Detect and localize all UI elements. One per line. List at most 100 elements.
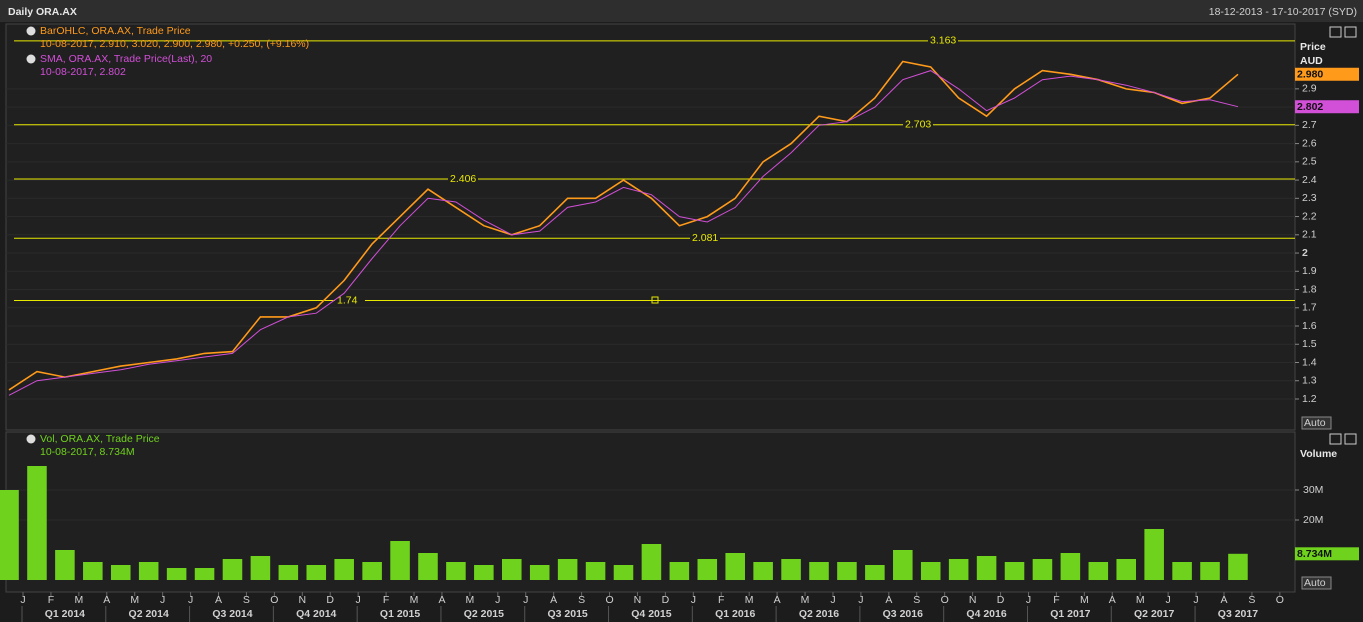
y-tick-label: 1.7 [1302, 302, 1317, 314]
y-tick-label: 1.5 [1302, 338, 1317, 350]
quarter-label: Q3 2016 [883, 608, 923, 620]
legend-icon [26, 54, 36, 64]
y-tick-label: 1.2 [1302, 393, 1317, 405]
quarter-label: Q2 2016 [799, 608, 839, 620]
volume-bar [446, 562, 466, 580]
quarter-label: Q1 2014 [45, 608, 85, 620]
volume-bar [753, 562, 773, 580]
volume-bar [222, 559, 243, 580]
close-button[interactable] [1344, 433, 1357, 445]
volume-bar [418, 553, 438, 580]
y-tick-label: 2.2 [1302, 210, 1317, 222]
month-label: F [383, 594, 389, 606]
volume-bar [1004, 562, 1025, 580]
value-badge-label: 2.980 [1297, 69, 1323, 81]
legend-icon [26, 434, 36, 444]
quarter-label: Q1 2016 [715, 608, 755, 620]
month-label: J [691, 594, 696, 606]
y-tick-label: 2.1 [1302, 229, 1317, 241]
volume-bar [948, 559, 969, 580]
value-badge [1295, 67, 1359, 81]
month-label: J [1026, 594, 1031, 606]
level-label: 2.406 [450, 173, 476, 185]
month-label: S [243, 594, 250, 606]
month-label: J [356, 594, 361, 606]
auto-scale-button[interactable] [1301, 416, 1332, 430]
volume-bar [501, 559, 522, 580]
y-tick-label: 20M [1303, 514, 1323, 526]
y-tick-label: 2.5 [1302, 156, 1317, 168]
month-label: M [130, 594, 139, 606]
quarter-label: Q3 2014 [212, 608, 252, 620]
month-label: M [1080, 594, 1089, 606]
month-label: D [662, 594, 670, 606]
legend-name: SMA, ORA.AX, Trade Price(Last), 20 [40, 53, 212, 65]
month-label: F [718, 594, 724, 606]
month-label: A [1220, 594, 1227, 606]
level-label-bg [690, 232, 720, 245]
volume-bar [809, 562, 829, 580]
month-label: M [466, 594, 475, 606]
volume-bar [585, 562, 606, 580]
month-label: J [20, 594, 25, 606]
quarter-label: Q3 2015 [547, 608, 587, 620]
y-axis-title: Price [1300, 41, 1326, 53]
month-label: J [1166, 594, 1171, 606]
month-label: S [578, 594, 585, 606]
legend-icon [26, 26, 36, 36]
volume-bar [781, 559, 801, 580]
quarter-label: Q3 2017 [1218, 608, 1258, 620]
volume-bar [278, 565, 299, 580]
legend-detail: 10-08-2017, 2.802 [40, 66, 126, 78]
y-tick-label: 30M [1303, 484, 1323, 496]
quarter-label: Q2 2014 [129, 608, 169, 620]
volume-bar [725, 553, 745, 580]
restore-button[interactable] [1329, 26, 1342, 38]
volume-bar [1228, 553, 1248, 580]
title-bar [0, 0, 1363, 22]
month-label: S [913, 594, 920, 606]
volume-bar [390, 541, 410, 580]
y-tick-label: 1.8 [1302, 283, 1317, 295]
quarter-label: Q1 2015 [380, 608, 420, 620]
volume-bar [166, 568, 187, 580]
level-label: 1.74 [337, 294, 358, 306]
month-label: A [774, 594, 781, 606]
volume-bar [976, 556, 997, 580]
volume-bar [557, 559, 578, 580]
month-label: J [495, 594, 500, 606]
volume-bar [55, 550, 75, 580]
month-label: D [326, 594, 334, 606]
month-label: S [1248, 594, 1255, 606]
month-label: F [48, 594, 54, 606]
level-label: 2.703 [905, 119, 931, 131]
price-line [8, 60, 1239, 391]
sma-line [8, 70, 1239, 396]
close-button[interactable] [1344, 26, 1357, 38]
volume-bar [194, 568, 215, 580]
month-label: A [215, 594, 222, 606]
legend-detail: 10-08-2017, 8.734M [40, 446, 135, 458]
restore-button[interactable] [1329, 433, 1342, 445]
level-label: 2.081 [692, 232, 718, 244]
month-label: J [1193, 594, 1198, 606]
volume-bar [110, 565, 131, 580]
level-label: 3.163 [930, 35, 956, 47]
volume-bar [83, 562, 103, 580]
month-label: O [941, 594, 949, 606]
value-badge-label: 8.734M [1297, 548, 1332, 560]
volume-bar [27, 466, 47, 580]
price-panel [5, 23, 1296, 431]
month-label: N [969, 594, 977, 606]
level-label-bg [928, 34, 958, 47]
month-label: M [1136, 594, 1145, 606]
y-tick-label: 2.4 [1302, 174, 1317, 186]
y-tick-label: 2.3 [1302, 192, 1317, 204]
volume-bar [529, 565, 550, 580]
value-badge-label: 2.802 [1297, 101, 1323, 113]
month-label: O [270, 594, 278, 606]
scale-mode: Auto [1304, 577, 1326, 589]
auto-scale-button[interactable] [1301, 576, 1332, 590]
